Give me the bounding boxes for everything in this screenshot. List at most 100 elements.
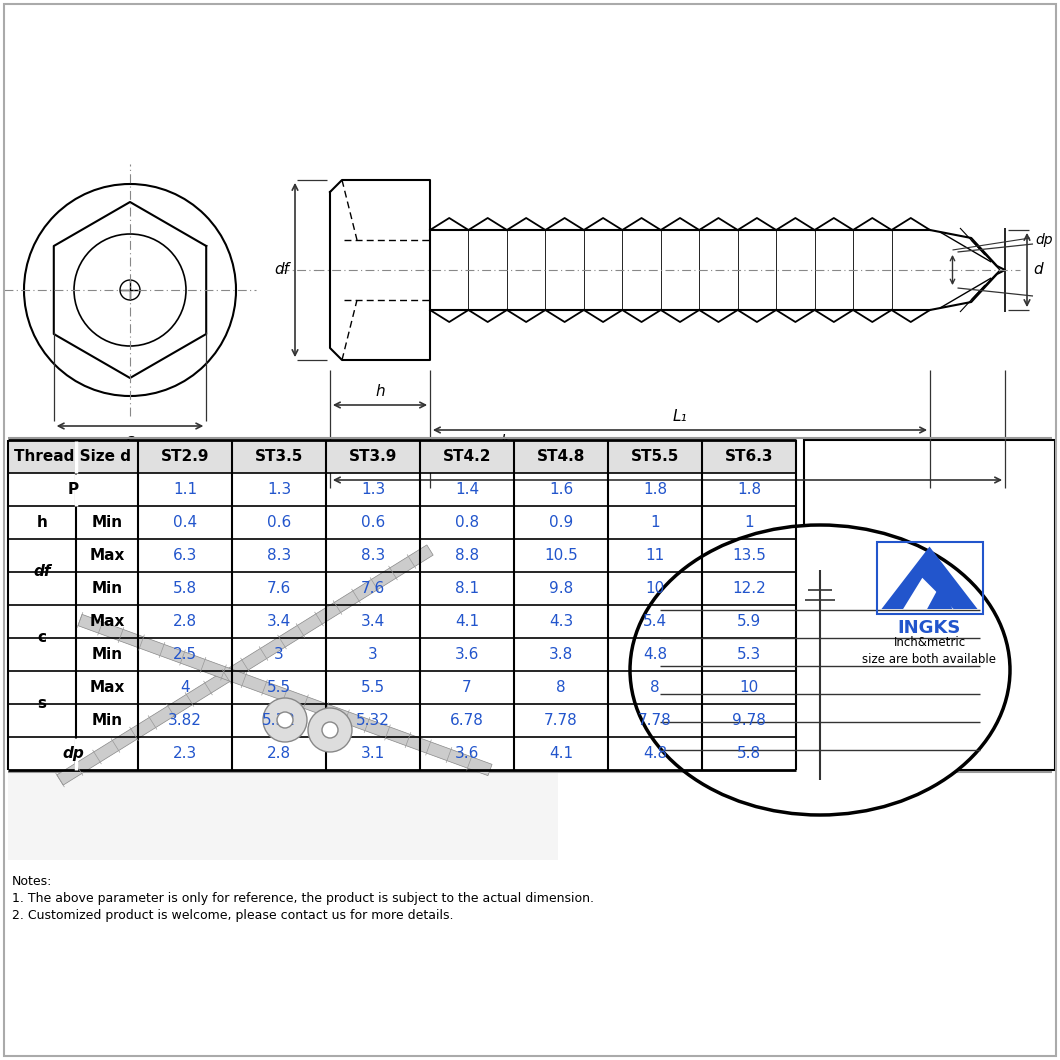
Text: 10: 10	[646, 581, 665, 596]
Text: INGKS: INGKS	[898, 619, 961, 637]
Text: 2. Customized product is welcome, please contact us for more details.: 2. Customized product is welcome, please…	[12, 909, 454, 922]
Text: 4.1: 4.1	[455, 614, 479, 629]
Text: Min: Min	[91, 515, 123, 530]
Text: Min: Min	[91, 647, 123, 662]
Text: 1: 1	[650, 515, 659, 530]
Text: 5.3: 5.3	[737, 647, 761, 662]
Text: 9.8: 9.8	[549, 581, 573, 596]
Text: 7: 7	[462, 681, 472, 695]
Text: k: k	[500, 434, 510, 449]
Text: dp: dp	[1035, 233, 1053, 247]
FancyBboxPatch shape	[8, 470, 558, 860]
Text: ST5.5: ST5.5	[631, 449, 679, 464]
Text: df: df	[273, 263, 289, 278]
Text: 7.6: 7.6	[360, 581, 385, 596]
Text: Min: Min	[91, 713, 123, 728]
Polygon shape	[882, 547, 977, 610]
Text: dp: dp	[63, 746, 84, 761]
Text: 0.4: 0.4	[173, 515, 197, 530]
Text: L: L	[664, 459, 672, 474]
Text: 1.8: 1.8	[643, 482, 667, 497]
Text: 8: 8	[650, 681, 659, 695]
Text: 5.5: 5.5	[361, 681, 385, 695]
Text: Inch&metric
size are both available: Inch&metric size are both available	[863, 636, 996, 666]
Text: 6.78: 6.78	[450, 713, 484, 728]
Text: 13.5: 13.5	[732, 548, 766, 563]
Circle shape	[322, 722, 338, 738]
FancyBboxPatch shape	[8, 440, 796, 770]
Ellipse shape	[630, 525, 1010, 815]
Text: 0.8: 0.8	[455, 515, 479, 530]
Text: ST6.3: ST6.3	[725, 449, 773, 464]
FancyBboxPatch shape	[8, 440, 796, 473]
Polygon shape	[57, 545, 434, 785]
Text: 3: 3	[368, 647, 377, 662]
Text: 9.78: 9.78	[732, 713, 766, 728]
Text: 10.5: 10.5	[544, 548, 578, 563]
Text: P: P	[68, 482, 78, 497]
Text: 1.6: 1.6	[549, 482, 573, 497]
Text: 3.1: 3.1	[360, 746, 385, 761]
Text: 10: 10	[740, 681, 759, 695]
Text: Max: Max	[89, 548, 125, 563]
Text: 2.5: 2.5	[173, 647, 197, 662]
Text: 3.6: 3.6	[455, 746, 479, 761]
Text: h: h	[36, 515, 48, 530]
Text: 2.8: 2.8	[173, 614, 197, 629]
Text: 3.4: 3.4	[267, 614, 292, 629]
Text: 2.3: 2.3	[173, 746, 197, 761]
Text: 0.6: 0.6	[267, 515, 292, 530]
Text: 1.3: 1.3	[360, 482, 385, 497]
Text: 2.8: 2.8	[267, 746, 292, 761]
Polygon shape	[903, 578, 954, 610]
Text: 7.78: 7.78	[638, 713, 672, 728]
Text: 3.4: 3.4	[360, 614, 385, 629]
Text: 1.3: 1.3	[267, 482, 292, 497]
Text: 8.8: 8.8	[455, 548, 479, 563]
Text: 0.9: 0.9	[549, 515, 573, 530]
Text: ST3.5: ST3.5	[254, 449, 303, 464]
Circle shape	[277, 712, 293, 728]
Text: 8.3: 8.3	[267, 548, 292, 563]
Text: 11: 11	[646, 548, 665, 563]
Text: 5.4: 5.4	[643, 614, 667, 629]
Text: s: s	[126, 432, 135, 450]
Text: 4: 4	[180, 681, 190, 695]
Text: 3.8: 3.8	[549, 647, 573, 662]
Text: 4.3: 4.3	[549, 614, 573, 629]
Text: 3.6: 3.6	[455, 647, 479, 662]
Text: s: s	[37, 696, 47, 711]
Polygon shape	[78, 615, 492, 776]
Circle shape	[263, 697, 307, 742]
Text: Notes:: Notes:	[12, 874, 52, 888]
Text: Thread Size d: Thread Size d	[15, 449, 131, 464]
Text: 4.8: 4.8	[643, 746, 667, 761]
Text: 0.6: 0.6	[360, 515, 385, 530]
Text: 5.32: 5.32	[356, 713, 390, 728]
Text: d: d	[1034, 263, 1043, 278]
Text: 4.1: 4.1	[549, 746, 573, 761]
Text: 5.32: 5.32	[262, 713, 296, 728]
Text: 1.1: 1.1	[173, 482, 197, 497]
Circle shape	[308, 708, 352, 752]
Text: L₁: L₁	[673, 409, 687, 424]
Text: 7.6: 7.6	[267, 581, 292, 596]
Text: 1.8: 1.8	[737, 482, 761, 497]
Text: 8: 8	[556, 681, 566, 695]
Text: Min: Min	[91, 581, 123, 596]
Text: 5.9: 5.9	[737, 614, 761, 629]
Text: ST4.8: ST4.8	[536, 449, 585, 464]
Text: df: df	[33, 565, 51, 580]
Text: 3.82: 3.82	[169, 713, 202, 728]
Text: 7.78: 7.78	[544, 713, 578, 728]
Text: 12.2: 12.2	[732, 581, 766, 596]
Text: 4.8: 4.8	[643, 647, 667, 662]
Text: ST4.2: ST4.2	[443, 449, 491, 464]
Text: 1. The above parameter is only for reference, the product is subject to the actu: 1. The above parameter is only for refer…	[12, 893, 594, 905]
Text: 8.1: 8.1	[455, 581, 479, 596]
Text: 5.8: 5.8	[173, 581, 197, 596]
Text: h: h	[375, 384, 385, 399]
Text: Max: Max	[89, 614, 125, 629]
Text: 8.3: 8.3	[360, 548, 385, 563]
Text: ST2.9: ST2.9	[161, 449, 209, 464]
